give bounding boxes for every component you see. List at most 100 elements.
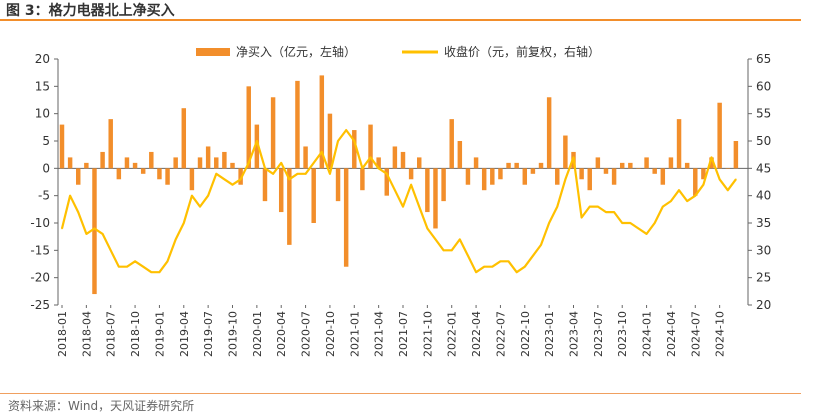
bar-mark <box>498 168 503 180</box>
price-point <box>118 265 120 268</box>
bar-mark <box>425 168 430 213</box>
price-point <box>337 140 339 142</box>
bar-mark <box>603 168 609 174</box>
price-point <box>296 173 299 175</box>
bar-mark <box>214 157 219 169</box>
x-tick-label: 2023-10 <box>616 311 629 357</box>
price-point <box>69 194 71 197</box>
price-point <box>418 205 421 208</box>
price-point <box>61 227 63 230</box>
bar-mark <box>124 157 130 169</box>
bar-mark <box>140 168 146 174</box>
right-tick-label: 60 <box>756 79 771 93</box>
bar-mark <box>84 162 89 169</box>
price-point <box>678 189 680 191</box>
x-tick-label: 2023-04 <box>568 311 581 357</box>
price-point <box>710 156 713 159</box>
price-point <box>507 260 510 263</box>
right-tick-label: 30 <box>756 243 771 257</box>
bar-mark <box>92 168 97 295</box>
price-point <box>85 233 88 235</box>
bar-mark <box>352 130 357 169</box>
bar-mark <box>506 162 511 169</box>
bar-mark <box>59 124 65 169</box>
price-point <box>613 211 615 213</box>
price-point <box>142 265 144 268</box>
price-point <box>686 200 688 202</box>
price-point <box>515 271 518 273</box>
x-tick-label: 2019-01 <box>153 311 166 357</box>
price-point <box>77 211 80 213</box>
left-tick-label: -25 <box>30 298 50 312</box>
bar-mark <box>514 162 519 169</box>
price-point <box>629 222 632 224</box>
bar-mark <box>392 146 398 169</box>
x-tick-label: 2022-01 <box>446 311 459 357</box>
bar-mark <box>319 75 325 169</box>
price-point <box>304 173 307 175</box>
price-point <box>264 167 266 170</box>
chart: 净买入（亿元，左轴） 收盘价（元，前复权，右轴） 20151050-5-10-1… <box>30 44 771 357</box>
bar-mark <box>725 168 730 169</box>
price-point <box>174 238 177 241</box>
bar-mark <box>636 168 641 169</box>
bar-mark <box>157 168 162 180</box>
price-point <box>605 211 607 213</box>
price-point <box>256 140 258 142</box>
title-divider <box>0 19 801 21</box>
x-tick-label: 2023-07 <box>592 311 605 357</box>
bar-mark <box>368 124 373 169</box>
bar-mark <box>563 135 568 169</box>
plot-area: 20151050-5-10-15-20-25656055504540353025… <box>30 52 771 357</box>
price-point <box>548 222 550 224</box>
bar-mark <box>165 168 170 185</box>
bar-mark <box>197 157 203 169</box>
price-point <box>345 129 347 131</box>
bar-mark <box>611 168 617 185</box>
bar-mark <box>343 168 349 267</box>
legend-line-label: 收盘价（元，前复权，右轴） <box>444 44 600 59</box>
price-point <box>426 227 429 230</box>
price-point <box>475 271 477 273</box>
bar-mark <box>205 146 211 169</box>
price-point <box>735 178 737 181</box>
bar-mark <box>587 168 592 191</box>
bar-mark <box>149 151 154 169</box>
price-point <box>239 178 242 181</box>
bar-mark <box>522 168 528 185</box>
bar-mark <box>270 97 276 169</box>
x-tick-label: 2022-04 <box>470 311 483 357</box>
right-tick-label: 65 <box>756 52 771 66</box>
price-point <box>247 162 250 164</box>
price-point <box>670 200 672 202</box>
price-point <box>450 249 453 252</box>
price-point <box>361 167 364 170</box>
price-point <box>621 222 624 224</box>
x-tick-label: 2019-07 <box>202 311 215 357</box>
bar-mark <box>433 168 438 229</box>
left-tick-label: 10 <box>35 107 50 121</box>
price-point <box>126 265 128 268</box>
bar-mark <box>384 168 389 196</box>
x-tick-label: 2024-07 <box>689 311 702 357</box>
bar-mark <box>538 162 544 169</box>
bar-mark <box>230 162 235 169</box>
price-point <box>280 162 283 164</box>
bar-mark <box>360 168 365 191</box>
price-point <box>353 140 356 142</box>
bar-mark <box>408 168 414 180</box>
bar-mark <box>644 157 649 169</box>
price-point <box>215 173 218 175</box>
price-point <box>199 205 201 208</box>
left-tick-label: -20 <box>30 271 50 285</box>
price-point <box>272 173 274 175</box>
bar-mark <box>676 119 682 169</box>
bar-mark <box>376 157 381 169</box>
bar-mark <box>684 162 690 169</box>
bar-mark <box>335 168 341 202</box>
right-tick-label: 40 <box>756 189 771 203</box>
price-point <box>694 194 697 197</box>
bar-mark <box>238 168 243 185</box>
left-tick-label: -10 <box>30 216 50 230</box>
price-point <box>93 227 96 230</box>
